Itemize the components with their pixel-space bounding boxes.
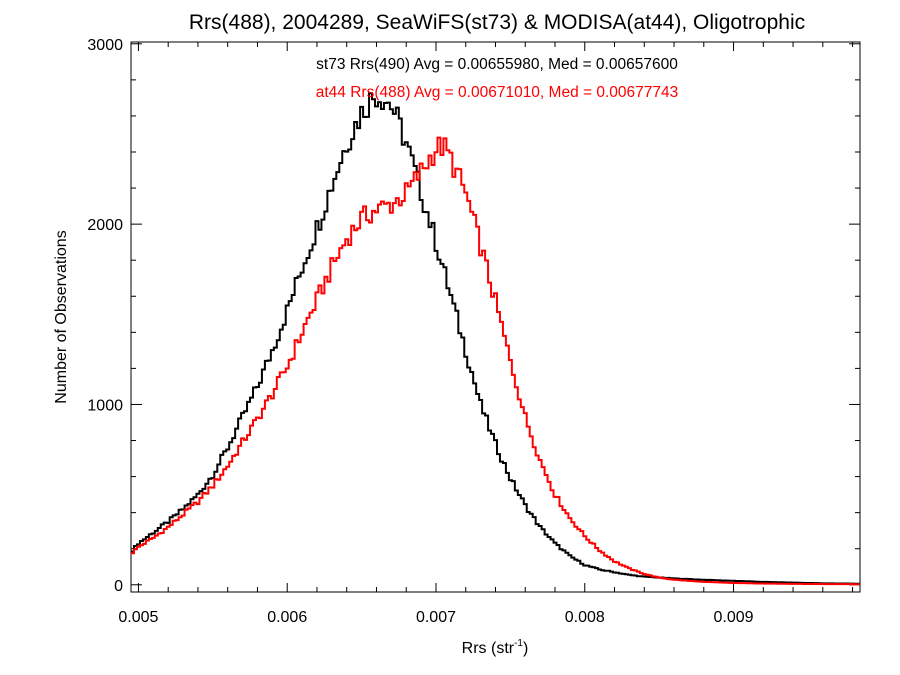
x-axis-label: Rrs (str-1) — [462, 638, 529, 657]
axis-ticks: 0.005 0.006 0.007 0.008 0.009 0 1000 2000 3000 — [87, 37, 860, 626]
y-tick-label: 1000 — [87, 397, 123, 414]
x-axis-label-superscript: -1 — [514, 638, 523, 649]
chart-title: Rrs(488), 2004289, SeaWiFS(st73) & MODIS… — [189, 11, 805, 34]
x-tick-label: 0.007 — [416, 609, 456, 626]
histogram-series-st73 — [131, 92, 860, 585]
x-tick-label: 0.006 — [267, 609, 307, 626]
x-tick-label: 0.005 — [118, 609, 158, 626]
y-tick-label: 3000 — [87, 37, 123, 54]
legend-entry-at44: at44 Rrs(488) Avg = 0.00671010, Med = 0.… — [316, 84, 679, 101]
y-axis-label: Number of Observations — [53, 230, 70, 403]
x-axis-label-main: Rrs (str — [462, 640, 515, 657]
y-tick-label: 0 — [114, 578, 123, 595]
legend-entry-st73: st73 Rrs(490) Avg = 0.00655980, Med = 0.… — [316, 56, 678, 73]
y-tick-label: 2000 — [87, 217, 123, 234]
series-layer — [131, 92, 860, 586]
histogram-series-at44 — [131, 136, 860, 586]
x-tick-label: 0.008 — [565, 609, 605, 626]
plot-frame — [130, 41, 861, 593]
x-tick-label: 0.009 — [714, 609, 754, 626]
x-axis-label-close: ) — [523, 640, 528, 657]
